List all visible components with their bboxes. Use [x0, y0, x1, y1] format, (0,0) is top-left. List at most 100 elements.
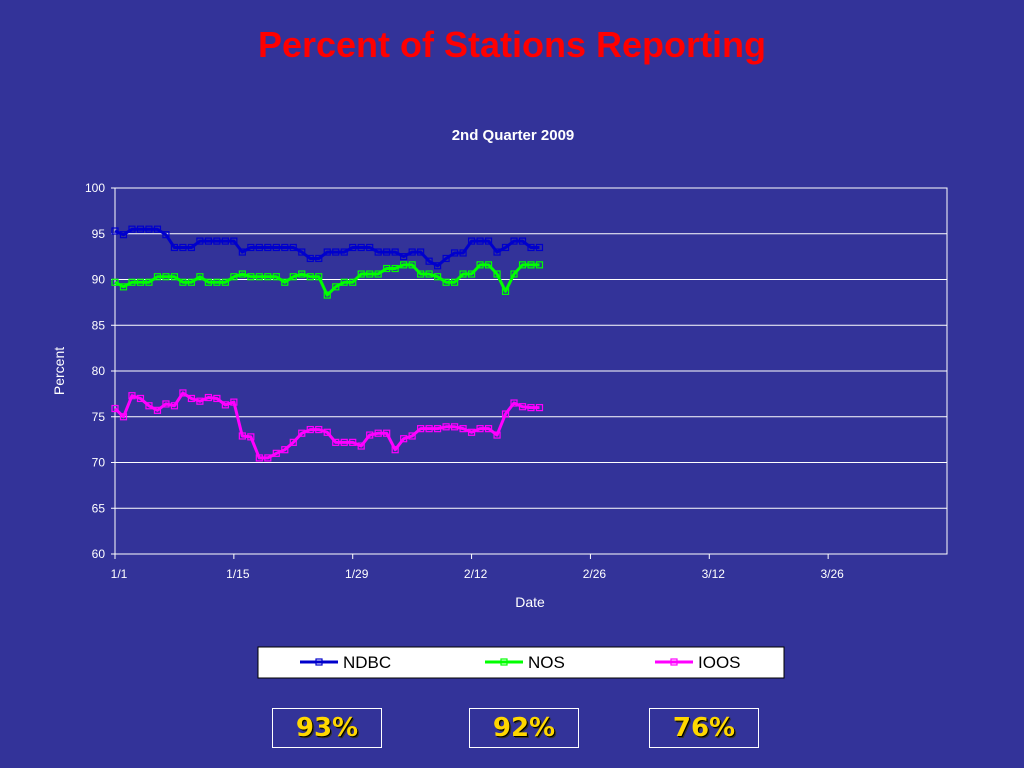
data-point-ioos [128, 392, 136, 400]
data-point-nos [366, 270, 374, 278]
data-point-ndbc [187, 243, 196, 252]
data-point-nos [162, 273, 170, 281]
data-point-ndbc [340, 248, 348, 256]
y-tick-label: 70 [92, 456, 106, 470]
data-point-nos [179, 278, 187, 286]
ioos-summary-value: 76% [672, 713, 736, 743]
data-point-ioos [306, 425, 314, 434]
data-point-ndbc [484, 237, 493, 245]
data-point-ioos [417, 425, 425, 433]
data-point-ndbc [111, 227, 119, 235]
data-point-ioos [493, 431, 501, 439]
legend-label-ndbc: NDBC [343, 653, 391, 672]
data-point-nos [408, 261, 416, 269]
data-point-nos [315, 273, 323, 281]
data-point-ioos [230, 398, 238, 406]
data-point-ndbc [459, 249, 467, 257]
legend-label-ioos: IOOS [698, 653, 741, 672]
data-point-ioos [383, 429, 391, 437]
data-point-ndbc [230, 237, 238, 245]
x-tick-label: 2/26 [583, 567, 607, 581]
y-axis-label: Percent [51, 347, 67, 395]
x-tick-label: 1/29 [345, 567, 369, 581]
data-point-ndbc [400, 253, 408, 261]
data-point-ndbc [179, 243, 187, 252]
data-point-ndbc [281, 243, 289, 252]
ndbc-summary-box: 93% [272, 708, 382, 748]
data-point-ioos [221, 401, 229, 409]
y-tick-label: 90 [92, 273, 106, 287]
data-point-ioos [264, 454, 272, 462]
data-point-ioos [272, 449, 280, 457]
data-point-nos [153, 273, 162, 281]
nos-summary-box: 92% [469, 708, 579, 748]
data-point-ioos [111, 404, 119, 413]
data-point-ndbc [204, 237, 212, 245]
y-tick-label: 95 [92, 227, 106, 241]
data-point-ioos [467, 428, 476, 436]
data-point-ndbc [417, 248, 425, 256]
data-point-nos [518, 261, 527, 269]
y-tick-label: 80 [92, 364, 106, 378]
data-point-ioos [213, 394, 221, 403]
data-point-nos [425, 270, 433, 278]
data-point-nos [119, 283, 128, 291]
data-point-ndbc [298, 248, 306, 256]
data-point-ndbc [119, 231, 128, 239]
data-point-ndbc [238, 248, 246, 256]
data-point-nos [128, 278, 136, 286]
data-point-nos [383, 264, 391, 273]
data-point-nos [535, 261, 544, 269]
data-point-ndbc [221, 237, 229, 245]
data-point-ioos [391, 446, 399, 454]
data-point-ndbc [391, 248, 399, 256]
data-point-ndbc [332, 248, 340, 256]
data-point-ndbc [467, 237, 476, 245]
data-point-ioos [281, 446, 289, 454]
data-point-nos [145, 278, 153, 286]
data-point-ndbc [196, 237, 204, 245]
data-point-nos [230, 273, 238, 281]
data-point-ioos [425, 425, 433, 433]
data-point-ndbc [501, 243, 510, 252]
data-point-ioos [459, 425, 467, 433]
data-point-nos [484, 261, 493, 269]
data-point-nos [357, 270, 365, 278]
data-point-ioos [434, 425, 442, 433]
data-point-ndbc [170, 243, 179, 252]
data-point-ioos [374, 429, 382, 437]
x-tick-label: 1/15 [226, 567, 250, 581]
data-point-nos [459, 270, 467, 278]
axes: 60 65 70 75 80 85 90 95 100 1/1 1/15 1/29 2/12 2/26 3/… [85, 181, 844, 581]
ioos-summary-box: 76% [649, 708, 759, 748]
data-point-ndbc [247, 243, 255, 252]
y-tick-label: 85 [92, 318, 106, 332]
data-point-ioos [204, 393, 212, 402]
legend: NDBC NOS IOOS [257, 646, 785, 679]
data-point-ioos [340, 438, 348, 446]
data-point-nos [527, 261, 535, 269]
data-point-nos [442, 278, 450, 286]
legend-label-nos: NOS [528, 653, 565, 672]
x-tick-label: 3/12 [702, 567, 726, 581]
data-point-ioos [476, 425, 484, 433]
data-point-ndbc [272, 243, 280, 252]
data-point-nos [281, 278, 289, 286]
data-point-ndbc [213, 237, 221, 245]
data-point-ioos [408, 432, 416, 440]
data-point-nos [170, 273, 179, 281]
data-point-ioos [315, 425, 323, 434]
data-point-ndbc [383, 248, 391, 256]
data-point-ndbc [323, 248, 331, 256]
data-point-ndbc [518, 237, 527, 245]
data-point-ndbc [255, 243, 263, 252]
data-point-ndbc [264, 243, 272, 252]
data-point-ndbc [357, 243, 365, 252]
data-point-ioos [298, 429, 306, 437]
data-point-ndbc [306, 254, 314, 263]
data-point-ndbc [450, 249, 459, 257]
legend-marker-ndbc [315, 658, 323, 666]
data-point-nos [221, 278, 229, 286]
data-point-nos [213, 278, 221, 286]
